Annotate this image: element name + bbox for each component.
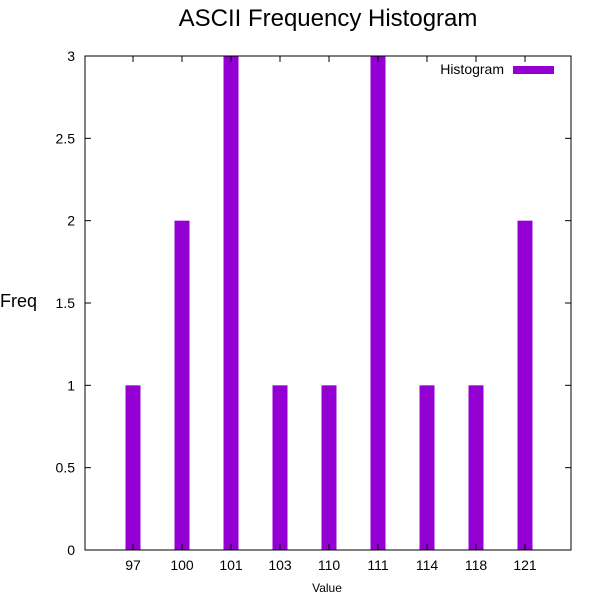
x-tick-label: 118 [465,557,488,573]
bar-110 [321,385,337,550]
bar-101 [223,56,239,550]
x-tick-label: 101 [219,557,243,573]
x-axis: 97 100 101 103 110 111 114 118 121 [125,56,537,573]
bar-118 [468,385,484,550]
x-tick-label: 100 [170,557,194,573]
y-tick-label: 2.5 [56,130,76,146]
legend-swatch [513,66,554,74]
x-tick-label: 110 [318,557,341,573]
bars-group [125,56,533,550]
x-tick-label: 103 [268,557,292,573]
bar-121 [517,220,533,550]
bar-111 [370,56,386,550]
plot-frame [84,55,572,551]
y-axis-label: Freq [0,291,37,311]
x-tick-label: 121 [513,557,537,573]
chart-title: ASCII Frequency Histogram [179,5,478,32]
bar-100 [174,220,190,550]
legend: Histogram [440,61,554,77]
x-axis-label: Value [312,581,342,595]
y-tick-label: 1.5 [56,295,76,311]
bar-114 [419,385,435,550]
bar-97 [125,385,141,550]
y-tick-label: 0.5 [56,460,76,476]
x-tick-label: 114 [416,557,439,573]
x-tick-label: 111 [367,557,388,573]
x-tick-label: 97 [125,557,141,573]
legend-label: Histogram [440,61,504,77]
y-tick-label: 1 [67,377,75,393]
y-tick-label: 2 [67,213,75,229]
y-tick-label: 3 [67,48,75,64]
bar-103 [272,385,288,550]
y-axis: 0 0.5 1 1.5 2 2.5 3 [56,48,571,558]
y-tick-label: 0 [67,542,75,558]
